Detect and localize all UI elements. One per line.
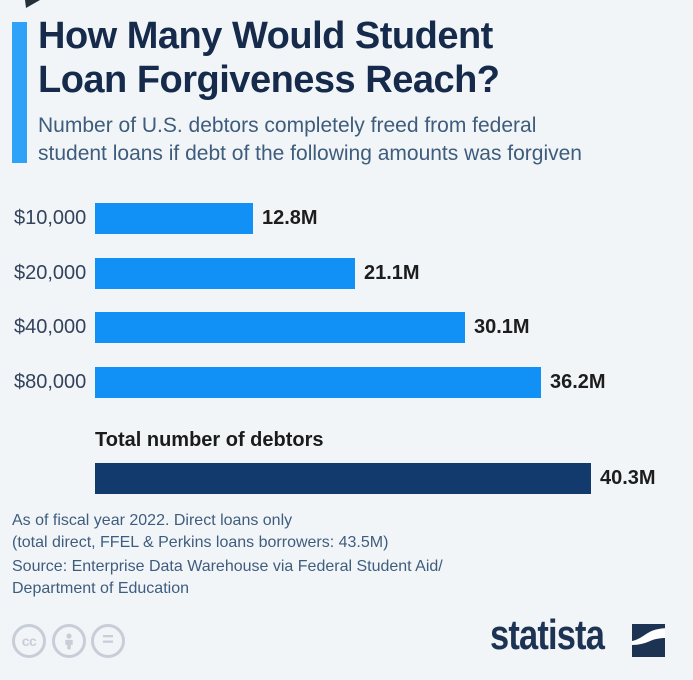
chart-subtitle-line2: student loans if debt of the following a… <box>38 142 582 165</box>
bar <box>95 312 465 343</box>
value-label: 30.1M <box>474 316 530 338</box>
cc-icon[interactable]: cc <box>12 624 46 658</box>
chart-title-line1: How Many Would Student <box>38 15 493 57</box>
bar-row: $80,000 36.2M <box>0 367 693 398</box>
cropped-artifact-mark <box>25 0 40 8</box>
source-line1: Source: Enterprise Data Warehouse via Fe… <box>12 558 443 575</box>
total-bar-label: Total number of debtors <box>95 429 324 451</box>
bar-row: $20,000 21.1M <box>0 258 693 289</box>
statista-logo[interactable]: statista <box>490 611 665 658</box>
total-value-label: 40.3M <box>600 467 656 489</box>
chart-title-line2: Loan Forgiveness Reach? <box>38 59 500 101</box>
category-label: $10,000 <box>14 207 87 229</box>
bar <box>95 367 541 398</box>
attribution-icon[interactable] <box>51 624 86 658</box>
cc-icon-label: cc <box>21 633 37 649</box>
chart-subtitle-line1: Number of U.S. debtors completely freed … <box>38 114 537 137</box>
statista-wordmark: statista <box>490 611 605 658</box>
category-label: $40,000 <box>14 316 87 338</box>
footnote-line1: As of fiscal year 2022. Direct loans onl… <box>12 512 293 529</box>
person-glyph <box>64 633 73 650</box>
total-bar-row: 40.3M <box>0 463 693 494</box>
value-label: 36.2M <box>550 371 606 393</box>
category-label: $80,000 <box>14 371 87 393</box>
source-line2: Department of Education <box>12 580 189 597</box>
nd-icon-label: = <box>102 629 114 651</box>
bar-row: $40,000 30.1M <box>0 312 693 343</box>
footnote: As of fiscal year 2022. Direct loans onl… <box>12 510 388 554</box>
chart-subtitle: Number of U.S. debtors completely freed … <box>38 112 582 168</box>
category-label: $20,000 <box>14 262 87 284</box>
chart-title: How Many Would Student Loan Forgiveness … <box>38 14 500 102</box>
statista-logo-icon <box>632 624 665 657</box>
value-label: 21.1M <box>364 262 420 284</box>
license-badges: cc = <box>12 624 125 658</box>
bar <box>95 203 253 234</box>
source-note: Source: Enterprise Data Warehouse via Fe… <box>12 556 443 600</box>
no-derivatives-icon[interactable]: = <box>91 624 125 658</box>
bar <box>95 258 355 289</box>
footnote-line2: (total direct, FFEL & Perkins loans borr… <box>12 534 389 551</box>
bar-row: $10,000 12.8M <box>0 203 693 234</box>
title-accent-bar <box>12 22 27 163</box>
value-label: 12.8M <box>262 207 318 229</box>
total-bar <box>95 463 591 494</box>
